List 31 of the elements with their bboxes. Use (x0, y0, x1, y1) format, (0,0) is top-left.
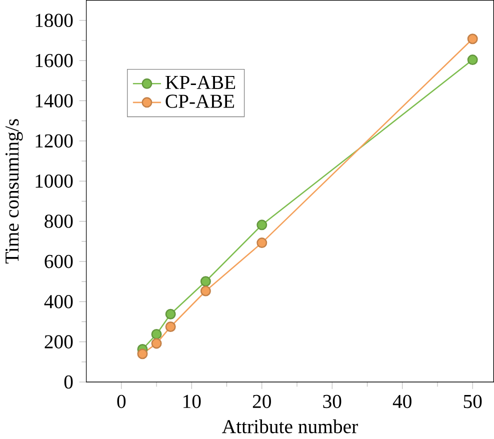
legend-label: KP-ABE (165, 76, 236, 90)
point (200, 276, 211, 287)
y-tick-label: 800 (44, 214, 73, 228)
y-tick-label: 0 (64, 375, 73, 389)
point (467, 54, 478, 66)
x-tick-label: 40 (392, 394, 412, 408)
y-axis-title: Time consuming/s (5, 119, 23, 264)
x-axis-title: Attribute number (222, 420, 358, 434)
x-tick-label: 50 (464, 394, 482, 408)
point (151, 338, 162, 349)
legend-label: CP-ABE (166, 94, 234, 108)
point (165, 322, 176, 332)
x-tick-label: 20 (252, 394, 271, 408)
y-tick-label: 400 (44, 295, 73, 308)
y-tick-label: 1800 (36, 14, 73, 28)
x-tick-label: 10 (184, 394, 201, 408)
point (467, 34, 478, 44)
point (165, 308, 176, 320)
y-tick-label: 600 (44, 254, 73, 268)
point (256, 220, 268, 230)
point (151, 329, 162, 340)
point (256, 238, 268, 248)
y-tick-label: 200 (44, 335, 73, 349)
x-tick-label: 0 (117, 394, 126, 408)
x-tick-label: 30 (323, 394, 342, 408)
y-tick-label: 1600 (36, 54, 73, 68)
y-tick-label: 1000 (36, 174, 73, 188)
y-tick-label: 1200 (36, 134, 73, 148)
point (137, 348, 148, 360)
point (200, 286, 211, 296)
y-tick-label: 1400 (36, 94, 73, 108)
